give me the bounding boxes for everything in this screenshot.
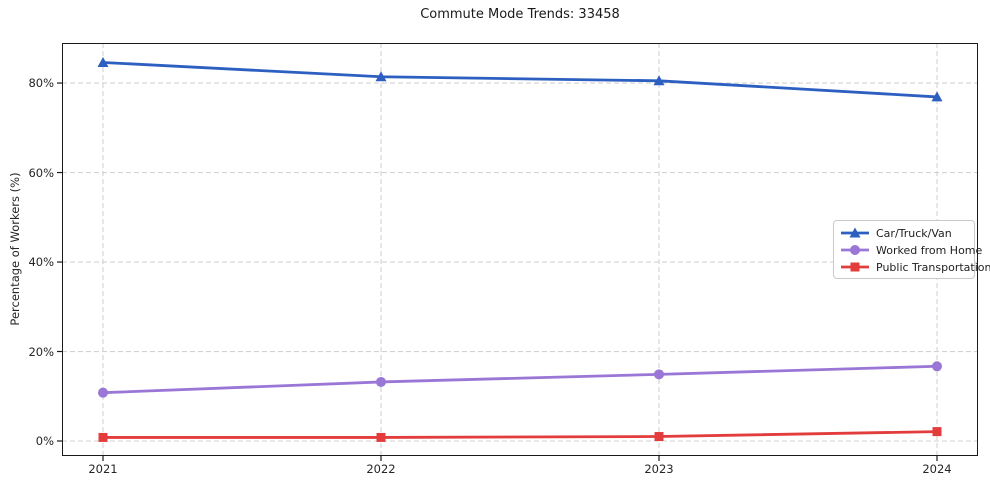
legend-label: Worked from Home: [876, 243, 983, 257]
legend: Car/Truck/Van Worked from Home Public Tr…: [833, 220, 990, 279]
y-axis-label: Percentage of Workers (%): [8, 172, 22, 326]
y-tick-label: 40%: [28, 255, 54, 270]
y-tick-label: 20%: [28, 344, 54, 359]
legend-label: Public Transportation: [876, 260, 990, 274]
y-tick-label: 0%: [35, 434, 54, 448]
x-tick-label: 2021: [88, 462, 118, 476]
line-circle-marker-icon: [841, 245, 869, 255]
legend-item-public-transportation: Public Transportation: [841, 259, 990, 275]
line-square-marker-icon: [841, 262, 869, 272]
x-tick-label: 2023: [644, 462, 674, 476]
chart-title: Commute Mode Trends: 33458: [420, 7, 620, 22]
legend-item-car-truck-van: Car/Truck/Van: [841, 225, 974, 241]
y-tick-label: 80%: [28, 76, 54, 91]
plot-area: [62, 43, 978, 456]
legend-item-worked-from-home: Worked from Home: [841, 242, 982, 258]
x-tick-label: 2022: [366, 462, 396, 476]
x-tick-label: 2024: [922, 462, 952, 476]
line-triangle-marker-icon: [841, 227, 869, 238]
y-tick-label: 60%: [28, 165, 54, 180]
legend-label: Car/Truck/Van: [876, 226, 952, 240]
